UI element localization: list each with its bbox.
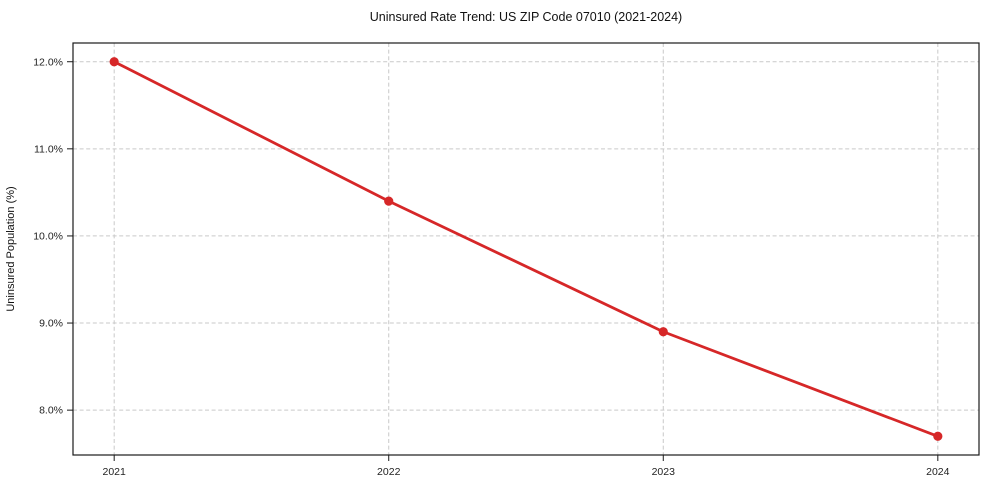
y-tick-label: 8.0% bbox=[39, 405, 63, 417]
data-point-marker bbox=[933, 431, 943, 441]
y-tick-label: 12.0% bbox=[33, 56, 63, 68]
plot-border bbox=[72, 42, 980, 456]
y-tick-label: 9.0% bbox=[39, 318, 63, 330]
y-axis-label: Uninsured Population (%) bbox=[5, 186, 17, 311]
x-tick-label: 2023 bbox=[652, 466, 676, 478]
y-tick-label: 10.0% bbox=[33, 231, 63, 243]
x-tick-label: 2024 bbox=[926, 466, 950, 478]
y-tick-label: 11.0% bbox=[34, 143, 63, 155]
x-tick-label: 2022 bbox=[377, 466, 401, 478]
chart-title: Uninsured Rate Trend: US ZIP Code 07010 … bbox=[370, 10, 682, 24]
data-point-marker bbox=[384, 196, 394, 206]
x-tick-label: 2021 bbox=[103, 466, 127, 478]
trend-line bbox=[112, 60, 940, 438]
data-point-marker bbox=[658, 327, 668, 337]
data-point-marker bbox=[109, 57, 119, 67]
plot-area: 2021 2022 2023 2024 8.0% 9.0% 10.0% 11.0% 12.0% bbox=[33, 42, 980, 478]
